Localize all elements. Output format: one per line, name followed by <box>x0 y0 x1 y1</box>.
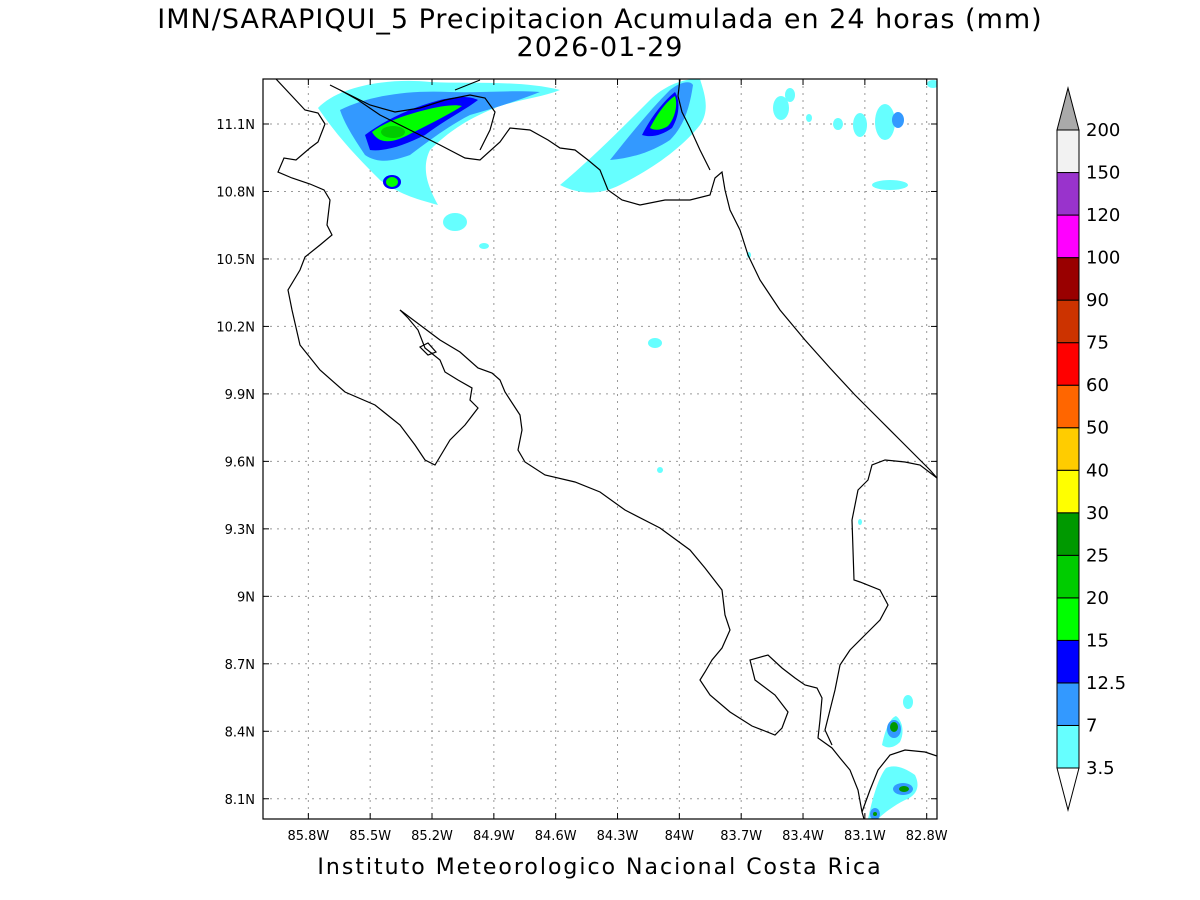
colorbar: 3.5 7 12.5 15 20 25 30 40 50 60 75 90 100 120 150 200 <box>1056 86 1126 812</box>
map-frame <box>262 78 938 820</box>
y-tick-label: 10.5N <box>216 253 255 268</box>
colorbar-swatch <box>1056 172 1080 216</box>
colorbar-swatch <box>1056 427 1080 471</box>
colorbar-swatch <box>1056 597 1080 641</box>
colorbar-swatch <box>1056 342 1080 386</box>
y-tick-label: 9.9N <box>225 388 255 403</box>
y-tick-label: 9.6N <box>225 455 255 470</box>
y-tick-label: 9.3N <box>225 523 255 538</box>
x-tick-label: 85.8W <box>287 829 329 844</box>
colorbar-swatch <box>1056 384 1080 429</box>
colorbar-label: 100 <box>1086 248 1120 269</box>
colorbar-label: 75 <box>1086 333 1109 354</box>
colorbar-swatch <box>1056 299 1080 344</box>
y-tick-label: 10.2N <box>216 320 255 335</box>
precipitation-field <box>318 79 937 819</box>
colorbar-swatch <box>1056 129 1080 174</box>
colorbar-label: 200 <box>1086 120 1120 141</box>
colorbar-swatch <box>1056 682 1080 726</box>
map-title: IMN/SARAPIQUI_5 Precipitacion Acumulada … <box>157 4 1043 35</box>
x-tick-label: 85.2W <box>411 829 453 844</box>
y-tick-label: 10.8N <box>216 185 255 200</box>
colorbar-label: 3.5 <box>1086 758 1115 779</box>
x-tick-label: 83.7W <box>720 829 762 844</box>
y-tick-label: 11.1N <box>216 118 255 133</box>
y-tick-label: 8.1N <box>225 793 255 808</box>
y-tick-label: 8.7N <box>225 658 255 673</box>
colorbar-swatch <box>1056 214 1080 259</box>
colorbar-label: 25 <box>1086 545 1109 566</box>
footer-credit: Instituto Meteorologico Nacional Costa R… <box>317 855 883 880</box>
x-tick-label: 83.4W <box>782 829 824 844</box>
y-tick-label: 8.4N <box>225 725 255 740</box>
colorbar-label: 50 <box>1086 418 1109 439</box>
colorbar-label: 40 <box>1086 460 1109 481</box>
x-tick-label: 85.5W <box>349 829 391 844</box>
map-date: 2026-01-29 <box>516 32 684 63</box>
colorbar-lower-arrow <box>1056 767 1080 812</box>
colorbar-swatch <box>1056 554 1080 599</box>
x-tick-label: 83.1W <box>844 829 886 844</box>
colorbar-swatch <box>1056 639 1080 684</box>
colorbar-label: 90 <box>1086 290 1109 311</box>
colorbar-upper-arrow <box>1056 86 1080 131</box>
colorbar-swatch <box>1056 512 1080 556</box>
x-tick-label: 84.6W <box>535 829 577 844</box>
colorbar-label: 60 <box>1086 375 1109 396</box>
colorbar-label: 150 <box>1086 163 1120 184</box>
coastline <box>275 79 937 819</box>
y-tick-label: 9N <box>237 590 255 605</box>
axis-ticks <box>263 79 937 819</box>
colorbar-label: 12.5 <box>1086 673 1126 694</box>
colorbar-label: 20 <box>1086 588 1109 609</box>
colorbar-label: 7 <box>1086 715 1097 736</box>
axis-tick-labels: 85.8W 85.5W 85.2W 84.9W 84.6W 84.3W 84W 83.7W 83… <box>216 118 947 844</box>
colorbar-label: 15 <box>1086 630 1109 651</box>
x-tick-label: 84.9W <box>473 829 515 844</box>
colorbar-swatch <box>1056 257 1080 301</box>
colorbar-swatch <box>1056 469 1080 514</box>
x-tick-label: 84.3W <box>597 829 639 844</box>
colorbar-label: 30 <box>1086 503 1109 524</box>
x-tick-label: 82.8W <box>906 829 948 844</box>
colorbar-swatch <box>1056 724 1080 769</box>
x-tick-label: 84W <box>665 829 695 844</box>
colorbar-label: 120 <box>1086 205 1120 226</box>
